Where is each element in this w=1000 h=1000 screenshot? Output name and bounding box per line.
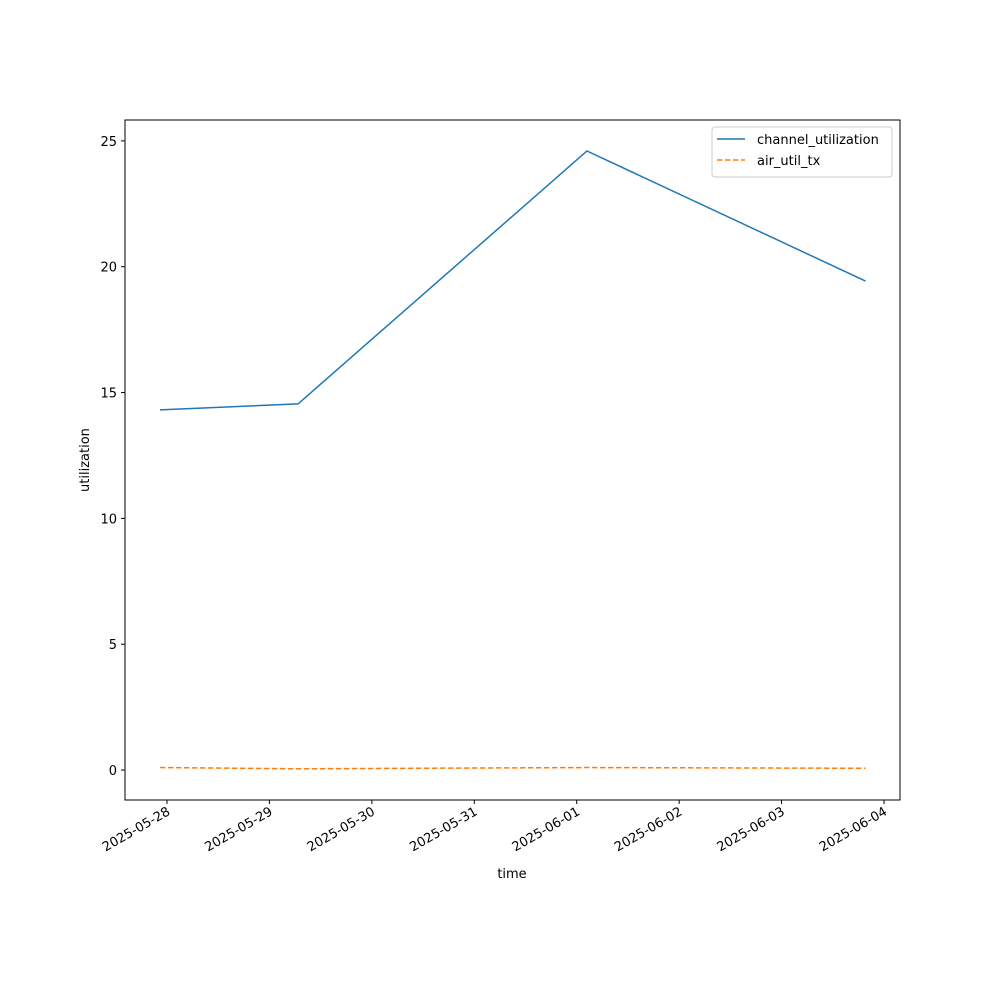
plot-frame <box>124 119 901 801</box>
y-tick-label: 0 <box>109 764 117 779</box>
legend-box <box>711 126 893 178</box>
line <box>159 766 866 770</box>
y-axis-label: utilization <box>78 428 93 492</box>
y-tick-label: 15 <box>100 387 117 402</box>
y-tick-label: 10 <box>100 512 117 527</box>
x-axis-label: time <box>497 867 526 882</box>
y-tick-label: 5 <box>109 638 117 653</box>
legend: channel_utilization air_util_tx <box>711 126 893 178</box>
line <box>159 150 866 411</box>
legend-label: channel_utilization <box>757 133 879 148</box>
y-tick-label: 25 <box>100 135 117 150</box>
y-tick-label: 20 <box>100 261 117 276</box>
legend-label: air_util_tx <box>757 154 821 169</box>
